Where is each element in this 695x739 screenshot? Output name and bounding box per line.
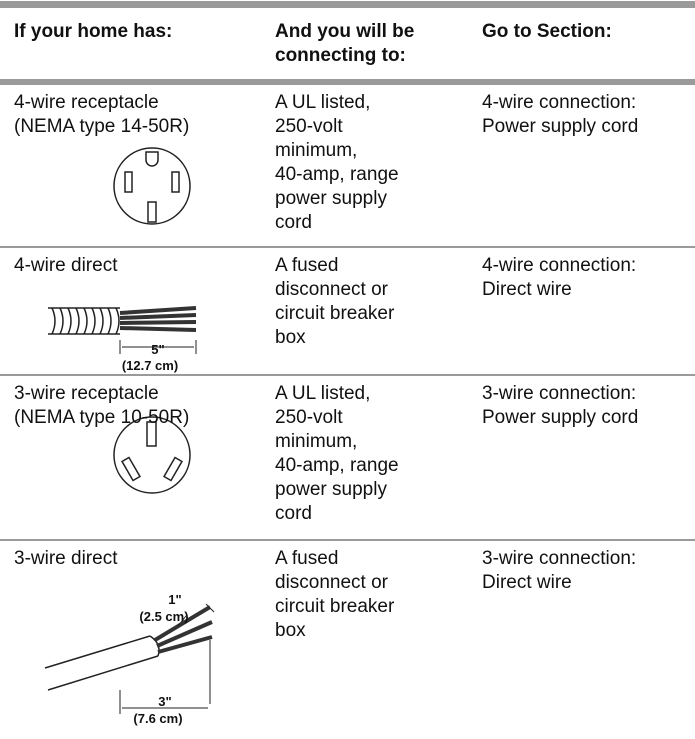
- header-cell: If your home has:: [14, 21, 172, 42]
- figure-label: (12.7 cm): [122, 358, 178, 373]
- figure-label: 5": [151, 342, 164, 357]
- cell-text: cord: [275, 503, 312, 524]
- cell-text: box: [275, 327, 306, 348]
- three-wire-cable-icon: [44, 603, 215, 714]
- cell-text: minimum,: [275, 431, 357, 452]
- cell-text: 4-wire connection:: [482, 92, 636, 113]
- cell-text: 4-wire receptacle: [14, 92, 159, 113]
- cell-text: 250-volt: [275, 116, 343, 137]
- header-rule: [0, 79, 695, 85]
- cell-text: A fused: [275, 548, 338, 569]
- cell-text: minimum,: [275, 140, 357, 161]
- cell-text: (NEMA type 14-50R): [14, 116, 189, 137]
- cell-text: 3-wire connection:: [482, 548, 636, 569]
- cell-text: Power supply cord: [482, 116, 638, 137]
- cell-text: Power supply cord: [482, 407, 638, 428]
- cell-text: circuit breaker: [275, 596, 395, 617]
- cell-text: 4-wire direct: [14, 255, 118, 276]
- cell-text: Direct wire: [482, 279, 572, 300]
- cell-text: box: [275, 620, 306, 641]
- row-rule: [0, 374, 695, 376]
- cell-text: 3-wire receptacle: [14, 383, 159, 404]
- cell-text: cord: [275, 212, 312, 233]
- cell-text: 4-wire connection:: [482, 255, 636, 276]
- receptacle-10-50r-icon: [113, 416, 191, 494]
- cell-text: A fused: [275, 255, 338, 276]
- cell-text: 3-wire direct: [14, 548, 118, 569]
- cell-text: 250-volt: [275, 407, 343, 428]
- cell-text: A UL listed,: [275, 383, 370, 404]
- figure-label: 3": [158, 694, 171, 709]
- row-rule: [0, 539, 695, 541]
- cell-text: power supply: [275, 479, 387, 500]
- cell-text: 40-amp, range: [275, 455, 399, 476]
- four-wire-cable-icon: [48, 306, 197, 354]
- cell-text: disconnect or: [275, 572, 389, 593]
- cell-text: 3-wire connection:: [482, 383, 636, 404]
- figure-label: (2.5 cm): [139, 609, 188, 624]
- top-rule: [0, 1, 695, 8]
- header-cell: Go to Section:: [482, 21, 612, 42]
- cell-text: disconnect or: [275, 279, 389, 300]
- cell-text: 40-amp, range: [275, 164, 399, 185]
- figure-label: (7.6 cm): [133, 711, 182, 726]
- cell-text: (NEMA type 10-50R): [14, 407, 189, 428]
- cell-text: A UL listed,: [275, 92, 370, 113]
- figure-label: 1": [168, 592, 181, 607]
- header-cell: connecting to:: [275, 45, 406, 66]
- cell-text: power supply: [275, 188, 387, 209]
- cell-text: circuit breaker: [275, 303, 395, 324]
- header-cell: And you will be: [275, 21, 414, 42]
- cell-text: Direct wire: [482, 572, 572, 593]
- row-rule: [0, 246, 695, 248]
- receptacle-14-50r-icon: [113, 147, 191, 225]
